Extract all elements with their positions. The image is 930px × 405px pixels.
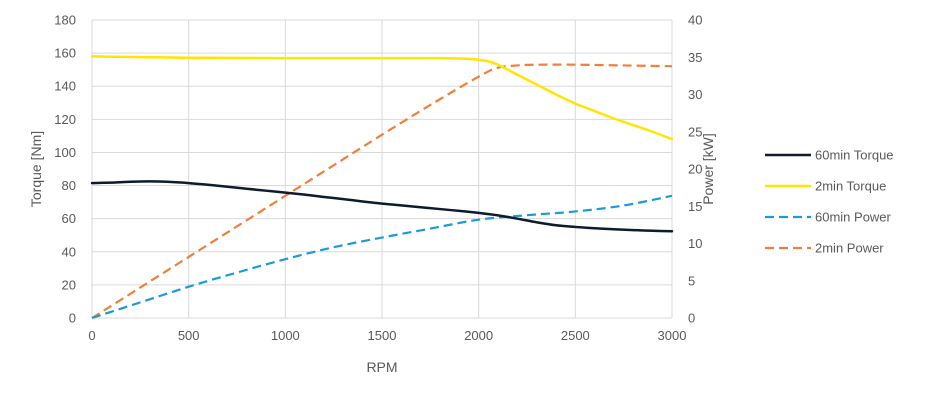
- x-tick-label: 1000: [271, 328, 300, 343]
- legend-label: 60min Torque: [815, 148, 894, 163]
- x-axis-title: RPM: [366, 359, 397, 375]
- y-right-tick-label: 20: [688, 162, 702, 177]
- y-left-tick-label: 60: [62, 211, 76, 226]
- y-left-tick-label: 40: [62, 244, 76, 259]
- x-tick-label: 3000: [658, 328, 687, 343]
- x-tick-label: 0: [88, 328, 95, 343]
- series-line-60min-torque: [90, 180, 674, 233]
- y-right-tick-label: 15: [688, 199, 702, 214]
- legend: 60min Torque 2min Torque 60min Power 2min P…: [765, 148, 894, 256]
- y-right-axis-title: Power [kW]: [700, 133, 716, 205]
- x-tick-label: 1500: [368, 328, 397, 343]
- x-tick-label: 500: [178, 328, 200, 343]
- legend-label: 2min Torque: [815, 179, 886, 194]
- axes: 0 500 1000 1500 2000 2500 30000204060801001201…: [28, 13, 716, 376]
- y-right-tick-label: 35: [688, 50, 702, 65]
- x-tick-label: 2000: [464, 328, 493, 343]
- gridlines: [91, 19, 673, 319]
- y-right-tick-label: 10: [688, 236, 702, 251]
- y-right-tick-label: 25: [688, 124, 702, 139]
- y-right-tick-label: 0: [688, 311, 695, 326]
- y-left-tick-label: 140: [54, 79, 76, 94]
- series-group: [90, 55, 674, 320]
- y-left-tick-label: 180: [54, 13, 76, 28]
- y-left-tick-label: 20: [62, 277, 76, 292]
- y-left-tick-label: 0: [69, 311, 76, 326]
- y-left-axis-title: Torque [Nm]: [28, 131, 44, 207]
- y-right-tick-label: 40: [688, 13, 702, 28]
- y-left-tick-label: 160: [54, 46, 76, 61]
- y-left-tick-label: 120: [54, 112, 76, 127]
- legend-label: 2min Power: [815, 241, 884, 256]
- x-tick-label: 2500: [561, 328, 590, 343]
- y-left-tick-label: 100: [54, 145, 76, 160]
- series-line-2min-torque: [90, 55, 674, 141]
- legend-label: 60min Power: [815, 210, 892, 225]
- series-line-2min-power: [91, 63, 673, 319]
- series-line-60min-power: [91, 194, 673, 320]
- y-right-tick-label: 30: [688, 87, 702, 102]
- y-left-tick-label: 80: [62, 178, 76, 193]
- y-right-tick-label: 5: [688, 273, 695, 288]
